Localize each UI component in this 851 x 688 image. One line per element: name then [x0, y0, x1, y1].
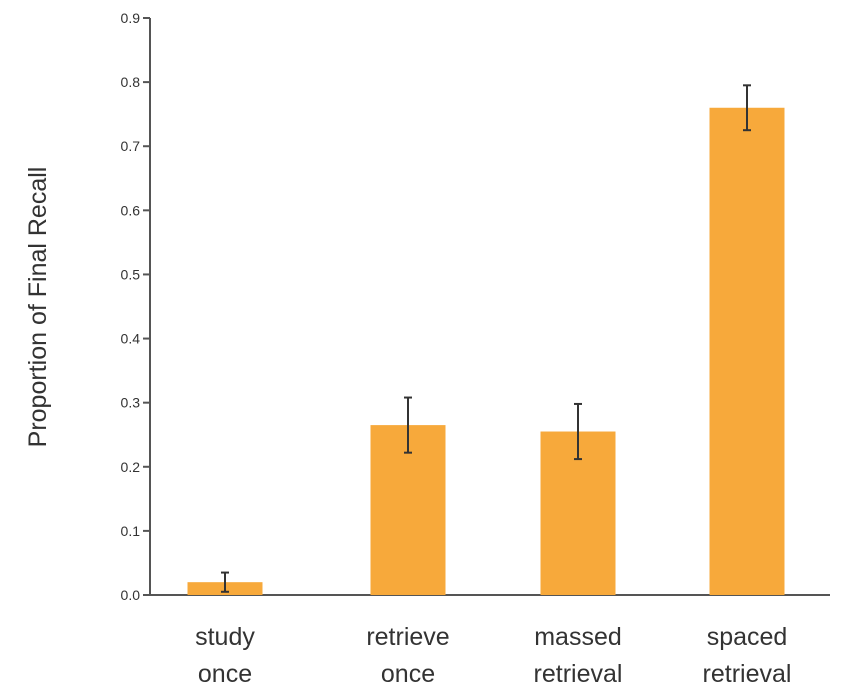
- y-tick-label: 0.1: [121, 523, 141, 539]
- x-category-label: spaced: [707, 623, 788, 651]
- y-tick-label: 0.3: [121, 395, 141, 411]
- y-tick-label: 0.9: [121, 10, 141, 26]
- bar: [709, 107, 785, 595]
- x-category-label: retrieval: [534, 660, 623, 688]
- x-category-label: retrieve: [366, 623, 449, 651]
- y-tick-label: 0.6: [121, 202, 141, 218]
- y-tick-label: 0.2: [121, 459, 141, 475]
- y-tick-label: 0.8: [121, 74, 141, 90]
- x-category-label: once: [381, 660, 435, 688]
- x-category-label: once: [198, 660, 252, 688]
- x-category-label: retrieval: [703, 660, 792, 688]
- y-tick-label: 0.7: [121, 138, 141, 154]
- y-axis-title: Proportion of Final Recall: [24, 167, 52, 448]
- y-tick-label: 0.4: [121, 331, 141, 347]
- x-category-label: study: [195, 623, 255, 651]
- y-tick-label: 0.5: [121, 266, 141, 282]
- y-tick-label: 0.0: [121, 587, 141, 603]
- x-category-label: massed: [534, 623, 622, 651]
